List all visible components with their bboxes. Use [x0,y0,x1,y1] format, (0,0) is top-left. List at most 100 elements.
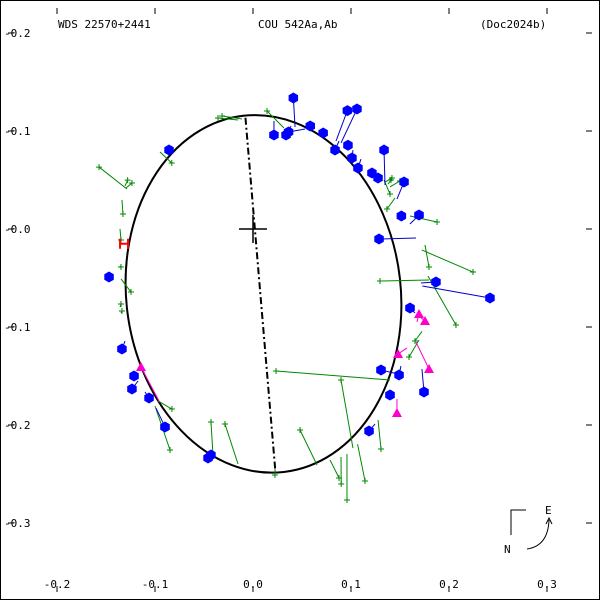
plus-residual-line [210,421,214,456]
plus-point [383,206,390,213]
plus-residual-line [120,278,132,293]
blue-point [485,292,495,304]
plus-residual-line [275,370,391,381]
magenta-point [135,361,146,371]
plus-point [117,264,124,271]
plus-point [96,164,103,171]
y-tick-label: -0.1 [4,125,31,138]
plus-point [168,160,175,167]
blue-point [379,144,389,156]
plus-residual-line [266,110,285,129]
axis-tick-labels: -0.2 -0.1 0.0 0.1 0.2 0.3 -0.2 -0.1 -0.0 -0.1 -0.2… [4,27,557,591]
blue-point [129,370,139,382]
blue-point [347,152,357,164]
blue-point [281,129,291,141]
magenta-residual-line [140,366,160,402]
compass-axes-icon [510,509,526,535]
y-tick-label: -0.2 [4,27,31,40]
y-tick-label: -0.3 [4,517,31,530]
blue-point [376,364,386,376]
plus-residual-line [340,379,354,449]
compass-north-label: N [504,543,511,556]
compass-arc-icon [526,519,550,550]
plus-point [118,308,125,315]
magenta-point [391,408,402,418]
blue-point [269,129,279,141]
plus-residual-line [329,459,340,479]
x-tick-label: 0.2 [439,578,459,591]
plus-residual-line [221,115,243,120]
plus-point [387,191,394,198]
magenta-residual-line [415,341,430,370]
plus-residual-line [125,182,133,189]
blue-point [305,120,315,132]
blue-point [117,343,127,355]
plus-residual-line [377,419,382,450]
blue-point [405,302,415,314]
blue-point [342,105,353,117]
blue-residual-line [422,285,491,299]
plus-residual-line [408,339,420,358]
y-tick-label: -0.1 [4,321,31,334]
blue-point [399,176,409,188]
marker-layer [96,92,495,503]
plus-point [271,471,278,478]
plus-point [470,269,477,276]
x-tick-label: -0.1 [142,578,169,591]
plus-residual-line [224,423,239,465]
blue-point [374,233,384,245]
plus-point [124,177,131,184]
plus-residual-line [98,166,128,190]
plus-point [338,377,345,384]
plus-point [127,289,134,296]
blue-point [127,383,137,395]
blue-point [164,144,174,156]
blue-point [318,127,328,139]
magenta-point [424,364,435,374]
plus-residual-line [386,197,396,210]
plus-point [343,496,350,503]
blue-point [144,392,154,404]
blue-point [206,449,216,461]
reference-label: (Doc2024b) [480,18,546,31]
y-tick-label: -0.2 [4,419,31,432]
blue-point [373,172,383,184]
plus-point [264,108,271,115]
y-tick-label: -0.0 [4,223,31,236]
x-tick-label: 0.1 [341,578,361,591]
plus-point [215,114,222,121]
plus-residual-line [424,244,430,268]
plus-point [168,406,175,413]
blue-point [419,386,429,398]
plus-residual-line [157,400,173,410]
x-tick-label: -0.2 [44,578,71,591]
blue-point [385,389,395,401]
blue-point [364,425,374,437]
line-of-nodes [244,117,277,470]
blue-residual-line [335,110,348,142]
blue-point [352,103,362,115]
plus-point [207,418,214,425]
plus-point [221,421,228,428]
x-tick-label: 0.0 [243,578,263,591]
plus-point [219,113,226,120]
plus-point [117,300,124,307]
blue-point [353,162,363,174]
wds-label: WDS 22570+2441 [58,18,151,31]
pair-label: COU 542Aa,Ab [258,18,337,31]
plus-residual-line [414,331,423,342]
plus-point [388,175,395,182]
blue-point [288,92,299,104]
plus-point [119,211,126,218]
plus-residual-line [379,279,430,282]
plus-point [338,480,345,487]
magenta-point [393,349,404,359]
plus-residual-line [159,151,173,164]
red-marker [119,238,130,249]
plus-point [166,446,173,453]
blue-point [396,210,407,222]
blue-point [394,369,404,381]
plus-point [128,180,135,187]
